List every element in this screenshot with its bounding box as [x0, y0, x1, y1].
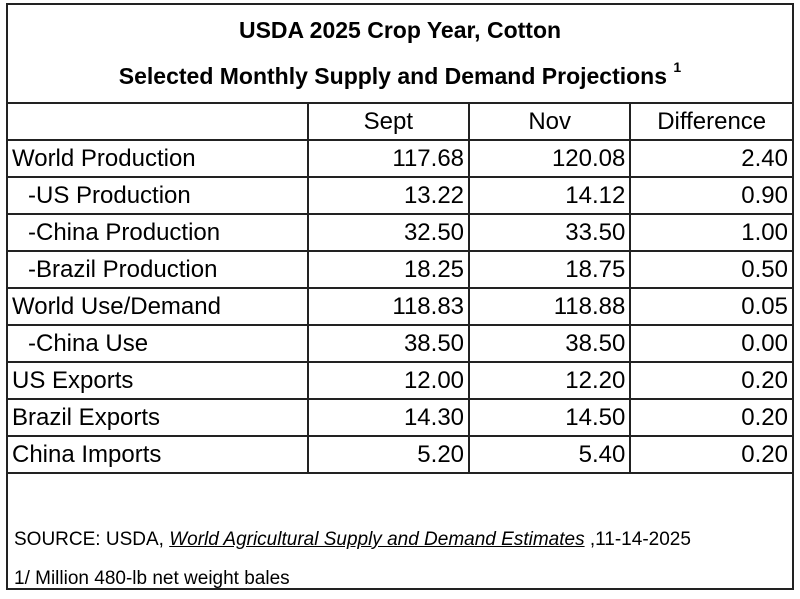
source-title: World Agricultural Supply and Demand Est…	[169, 529, 585, 550]
difference-value: 0.20	[629, 435, 792, 474]
row-label: China Imports	[8, 435, 309, 474]
difference-value: 0.20	[629, 361, 792, 400]
difference-value: 0.05	[629, 287, 792, 326]
header-blank	[8, 102, 309, 141]
nov-value: 33.50	[468, 213, 632, 252]
sept-value: 117.68	[306, 139, 471, 178]
table-row: -China Use 38.50 38.50 0.00	[8, 324, 792, 363]
header-difference: Difference	[629, 102, 792, 141]
table-row: US Exports 12.00 12.20 0.20	[8, 361, 792, 400]
subtitle-text: Selected Monthly Supply and Demand Proje…	[118, 63, 668, 89]
difference-value: 0.90	[629, 176, 792, 215]
header-nov: Nov	[468, 102, 632, 141]
nov-value: 14.50	[468, 398, 632, 437]
cotton-projections-table-frame: USDA 2025 Crop Year, Cotton Selected Mon…	[6, 3, 794, 590]
row-label: US Exports	[8, 361, 309, 400]
row-label: World Production	[8, 139, 309, 178]
sept-value: 18.25	[306, 250, 471, 289]
header-row: Sept Nov Difference	[8, 102, 792, 141]
difference-value: 0.00	[629, 324, 792, 363]
sept-value: 14.30	[306, 398, 471, 437]
projections-table: Sept Nov Difference World Production 117.…	[8, 102, 792, 474]
difference-value: 0.20	[629, 398, 792, 437]
row-label: -China Use	[8, 324, 309, 363]
sept-value: 118.83	[306, 287, 471, 326]
nov-value: 38.50	[468, 324, 632, 363]
nov-value: 120.08	[468, 139, 632, 178]
row-label: World Use/Demand	[8, 287, 309, 326]
units-note: 1/ Million 480-lb net weight bales	[14, 568, 290, 589]
row-label: Brazil Exports	[8, 398, 309, 437]
difference-value: 1.00	[629, 213, 792, 252]
table-row: World Use/Demand 118.83 118.88 0.05	[8, 287, 792, 326]
nov-value: 14.12	[468, 176, 632, 215]
sept-value: 5.20	[306, 435, 471, 474]
table-row: China Imports 5.20 5.40 0.20	[8, 435, 792, 474]
row-label: -Brazil Production	[8, 250, 309, 289]
source-prefix: SOURCE: USDA,	[14, 529, 170, 550]
difference-value: 2.40	[629, 139, 792, 178]
nov-value: 5.40	[468, 435, 632, 474]
nov-value: 118.88	[468, 287, 632, 326]
footnote-marker: 1	[673, 59, 682, 75]
table-row: -China Production 32.50 33.50 1.00	[8, 213, 792, 252]
sept-value: 38.50	[306, 324, 471, 363]
row-label: -US Production	[8, 176, 309, 215]
table-row: World Production 117.68 120.08 2.40	[8, 139, 792, 178]
difference-value: 0.50	[629, 250, 792, 289]
sept-value: 12.00	[306, 361, 471, 400]
nov-value: 18.75	[468, 250, 632, 289]
sept-value: 13.22	[306, 176, 471, 215]
source-note: SOURCE: USDA, World Agricultural Supply …	[14, 529, 691, 551]
sept-value: 32.50	[306, 213, 471, 252]
table-row: -US Production 13.22 14.12 0.90	[8, 176, 792, 215]
table-row: Brazil Exports 14.30 14.50 0.20	[8, 398, 792, 437]
table-subtitle: Selected Monthly Supply and Demand Proje…	[8, 59, 792, 90]
source-date: ,11-14-2025	[584, 529, 691, 550]
row-label: -China Production	[8, 213, 309, 252]
header-sept: Sept	[306, 102, 471, 141]
table-row: -Brazil Production 18.25 18.75 0.50	[8, 250, 792, 289]
table-title: USDA 2025 Crop Year, Cotton	[238, 17, 562, 43]
nov-value: 12.20	[468, 361, 632, 400]
